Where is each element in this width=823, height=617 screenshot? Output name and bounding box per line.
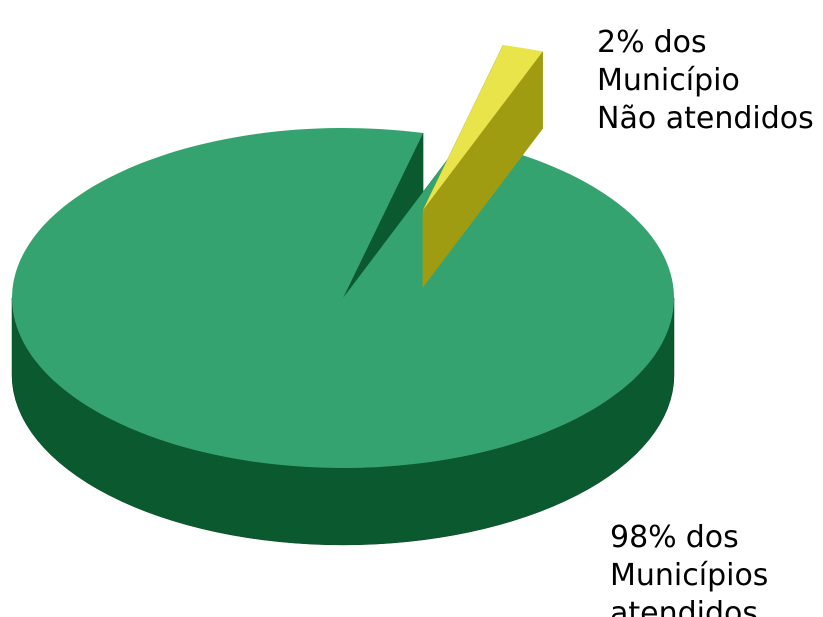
slice-label: 2% dos Município Não atendidos	[597, 25, 814, 136]
slice-category-label: atendidos	[610, 596, 758, 617]
slice-category-label: Não atendidos	[597, 101, 814, 136]
slice-category-label: dos	[686, 520, 739, 555]
slice-value-label: 2%	[597, 25, 645, 60]
slice	[11, 127, 675, 546]
slice-category-label: Municípios	[610, 558, 768, 593]
slice-label: 98% dos Municípios atendidos	[610, 520, 768, 617]
slice-top	[11, 127, 674, 468]
slice-cut-face	[422, 50, 543, 288]
slice-category-label: dos	[654, 25, 707, 60]
slice-category-label: Município	[597, 63, 740, 98]
slice-top	[423, 45, 543, 210]
slice-value-label: 98%	[610, 520, 677, 555]
slice	[422, 44, 543, 288]
